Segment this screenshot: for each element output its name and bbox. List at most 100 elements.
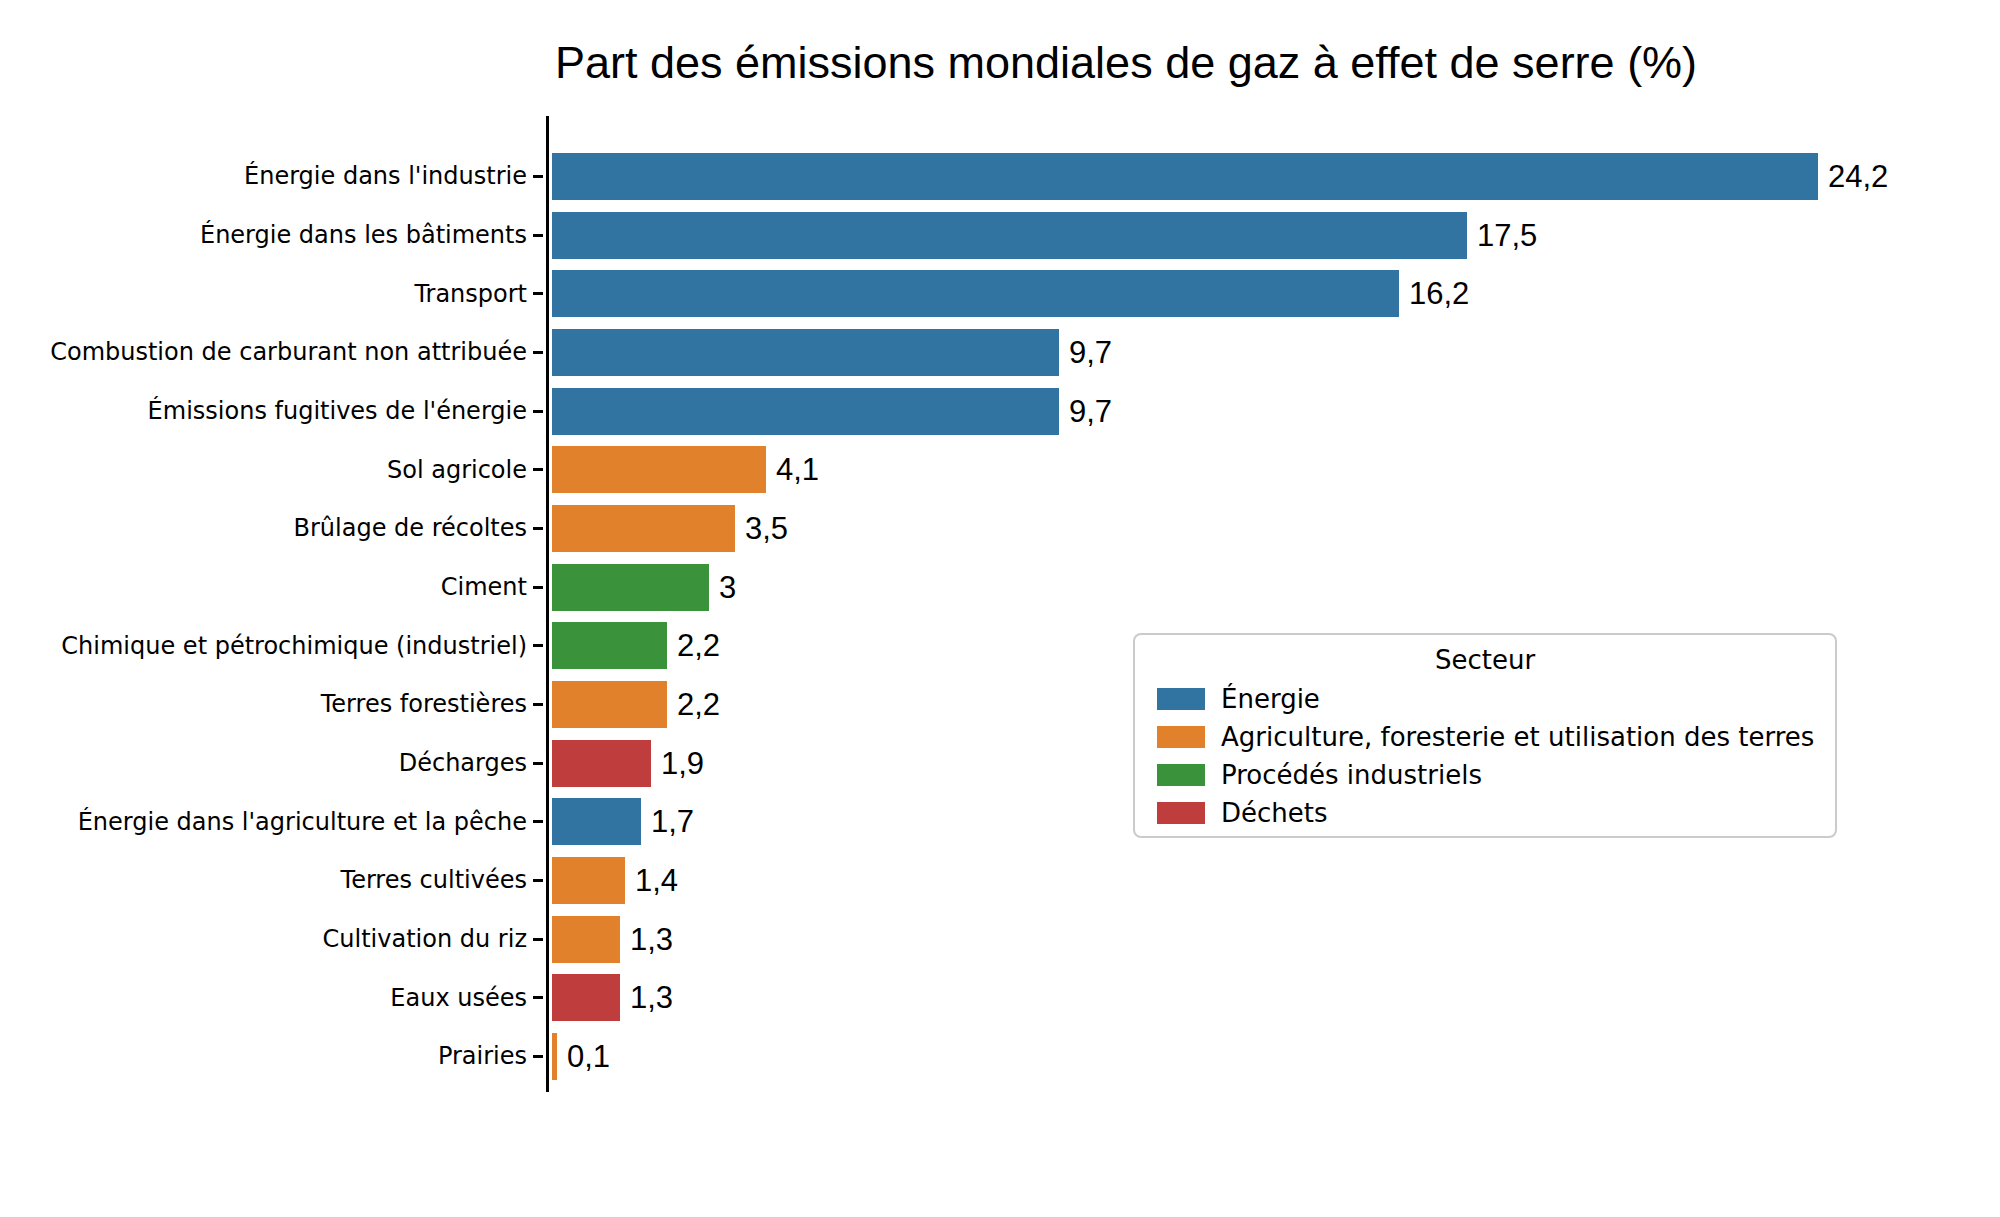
- y-tick-mark: [533, 644, 543, 647]
- bar-row: Énergie dans les bâtiments 17,5: [0, 206, 1940, 265]
- y-tick-mark: [533, 527, 543, 530]
- legend-swatch: [1157, 764, 1205, 786]
- bar-chart-figure: Part des émissions mondiales de gaz à ef…: [0, 0, 2000, 1217]
- bar-wrap: 1,4: [552, 851, 1940, 910]
- bar-value-label: 3: [719, 572, 736, 603]
- bar-wrap: 1,3: [552, 910, 1940, 969]
- legend-swatch: [1157, 688, 1205, 710]
- bar-wrap: 24,2: [552, 147, 1940, 206]
- legend-item: Procédés industriels: [1135, 756, 1835, 794]
- bar-value-label: 1,4: [635, 865, 678, 896]
- y-tick-mark: [533, 703, 543, 706]
- chart-title: Part des émissions mondiales de gaz à ef…: [555, 36, 1697, 90]
- bar-row: Terres cultivées 1,4: [0, 851, 1940, 910]
- y-tick-mark: [533, 1055, 543, 1058]
- bar-value-label: 0,1: [567, 1041, 610, 1072]
- bar-value-label: 2,2: [677, 689, 720, 720]
- legend-item: Énergie: [1135, 680, 1835, 718]
- legend-item-label: Déchets: [1221, 798, 1328, 828]
- category-label: Chimique et pétrochimique (industriel): [0, 633, 527, 659]
- legend-item: Agriculture, foresterie et utilisation d…: [1135, 718, 1835, 756]
- category-label: Eaux usées: [0, 985, 527, 1011]
- bar: [552, 270, 1399, 317]
- legend-items: Énergie Agriculture, foresterie et utilis…: [1135, 680, 1835, 832]
- bar-value-label: 9,7: [1069, 396, 1112, 427]
- y-tick-mark: [533, 351, 543, 354]
- bar-value-label: 24,2: [1828, 161, 1888, 192]
- bar-wrap: 4,1: [552, 440, 1940, 499]
- legend-item-label: Procédés industriels: [1221, 760, 1482, 790]
- category-label: Terres forestières: [0, 691, 527, 717]
- bar-value-label: 16,2: [1409, 278, 1469, 309]
- legend-swatch: [1157, 726, 1205, 748]
- bar: [552, 388, 1059, 435]
- bar: [552, 622, 667, 669]
- legend-item-label: Énergie: [1221, 684, 1320, 714]
- category-label: Brûlage de récoltes: [0, 515, 527, 541]
- bar: [552, 798, 641, 845]
- category-label: Énergie dans l'industrie: [0, 163, 527, 189]
- bar-value-label: 1,3: [630, 924, 673, 955]
- y-tick-mark: [533, 175, 543, 178]
- legend: Secteur Énergie Agriculture, foresterie e…: [1133, 633, 1837, 838]
- bar-value-label: 3,5: [745, 513, 788, 544]
- legend-item: Déchets: [1135, 794, 1835, 832]
- category-label: Terres cultivées: [0, 867, 527, 893]
- bar-row: Brûlage de récoltes 3,5: [0, 499, 1940, 558]
- bar-row: Combustion de carburant non attribuée 9,7: [0, 323, 1940, 382]
- bar: [552, 681, 667, 728]
- bar: [552, 564, 709, 611]
- bar-wrap: 0,1: [552, 1027, 1940, 1086]
- bar-wrap: 3: [552, 558, 1940, 617]
- bar-row: Prairies 0,1: [0, 1027, 1940, 1086]
- y-tick-mark: [533, 468, 543, 471]
- category-label: Émissions fugitives de l'énergie: [0, 398, 527, 424]
- category-label: Transport: [0, 281, 527, 307]
- bar: [552, 916, 620, 963]
- bar-value-label: 2,2: [677, 630, 720, 661]
- bar-value-label: 9,7: [1069, 337, 1112, 368]
- y-tick-mark: [533, 410, 543, 413]
- legend-swatch: [1157, 802, 1205, 824]
- category-label: Énergie dans les bâtiments: [0, 222, 527, 248]
- category-label: Décharges: [0, 750, 527, 776]
- bar-wrap: 3,5: [552, 499, 1940, 558]
- bar: [552, 212, 1467, 259]
- y-tick-mark: [533, 879, 543, 882]
- y-tick-mark: [533, 586, 543, 589]
- bar-value-label: 4,1: [776, 454, 819, 485]
- category-label: Sol agricole: [0, 457, 527, 483]
- y-tick-mark: [533, 996, 543, 999]
- bar: [552, 505, 735, 552]
- legend-title: Secteur: [1135, 645, 1835, 675]
- bar-wrap: 9,7: [552, 382, 1940, 441]
- bar-row: Énergie dans l'industrie 24,2: [0, 147, 1940, 206]
- bar: [552, 446, 766, 493]
- y-tick-mark: [533, 762, 543, 765]
- bar: [552, 740, 651, 787]
- y-tick-mark: [533, 820, 543, 823]
- category-label: Énergie dans l'agriculture et la pêche: [0, 809, 527, 835]
- bar-value-label: 17,5: [1477, 220, 1537, 251]
- category-label: Cultivation du riz: [0, 926, 527, 952]
- category-label: Combustion de carburant non attribuée: [0, 339, 527, 365]
- category-label: Prairies: [0, 1043, 527, 1069]
- bar-row: Émissions fugitives de l'énergie 9,7: [0, 382, 1940, 441]
- bar-wrap: 17,5: [552, 206, 1940, 265]
- bar-rows: Énergie dans l'industrie24,2Énergie dans…: [0, 147, 1940, 1086]
- bar: [552, 153, 1818, 200]
- bar-row: Transport 16,2: [0, 264, 1940, 323]
- bar: [552, 1033, 557, 1080]
- bar-wrap: 1,3: [552, 969, 1940, 1028]
- bar-row: Ciment3: [0, 558, 1940, 617]
- bar: [552, 974, 620, 1021]
- legend-item-label: Agriculture, foresterie et utilisation d…: [1221, 722, 1814, 752]
- bar-value-label: 1,9: [661, 748, 704, 779]
- bar-wrap: 16,2: [552, 264, 1940, 323]
- bar-wrap: 9,7: [552, 323, 1940, 382]
- bar-value-label: 1,3: [630, 982, 673, 1013]
- bar-row: Cultivation du riz 1,3: [0, 910, 1940, 969]
- y-tick-mark: [533, 938, 543, 941]
- bar-row: Eaux usées 1,3: [0, 969, 1940, 1028]
- bar-value-label: 1,7: [651, 806, 694, 837]
